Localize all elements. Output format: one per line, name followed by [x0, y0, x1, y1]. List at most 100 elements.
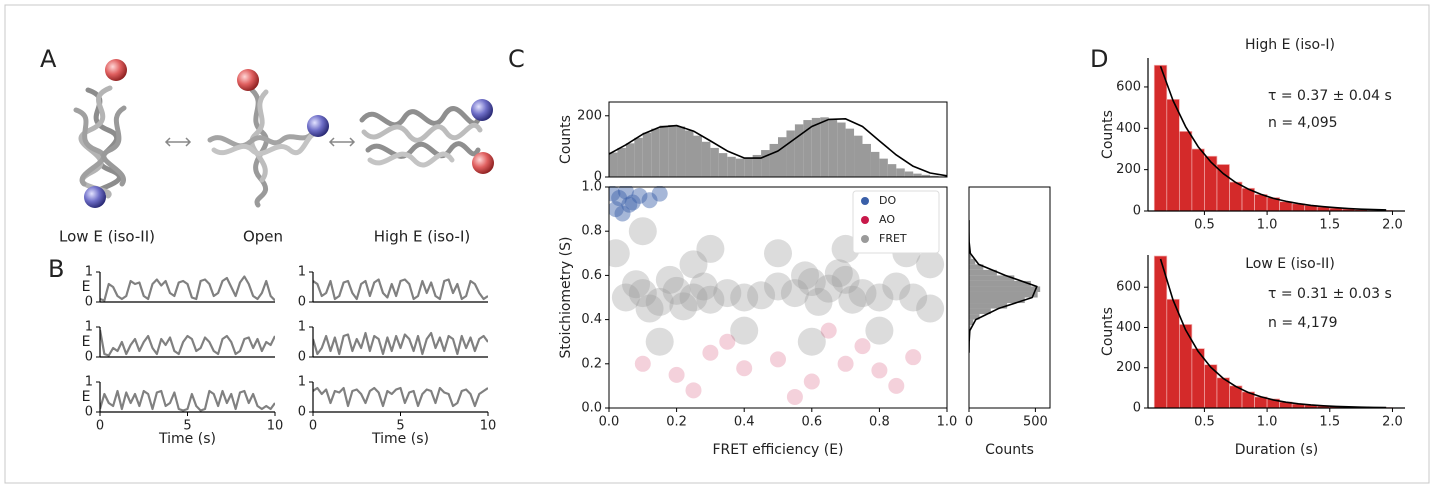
- point: [689, 272, 718, 301]
- point: [786, 388, 803, 405]
- donor-dye: [307, 115, 329, 137]
- bar: [913, 173, 922, 177]
- legend-marker: [861, 197, 869, 205]
- point: [831, 265, 860, 294]
- bar: [969, 308, 991, 315]
- y-tick-label: 1: [298, 265, 306, 280]
- point: [747, 281, 776, 310]
- y-tick-label: 0: [1133, 401, 1141, 416]
- y-tick-label: 200: [577, 108, 602, 123]
- point: [609, 239, 630, 268]
- bar: [969, 325, 971, 331]
- plot-area: [969, 220, 1041, 353]
- acceptor-dye: [237, 69, 259, 91]
- bar: [609, 152, 618, 177]
- y-tick-label: 1: [85, 265, 93, 280]
- point: [899, 283, 928, 312]
- x-tick-label: 0.5: [1194, 218, 1215, 233]
- y-tick-label: 1: [85, 375, 93, 390]
- y-axis-label: Counts: [558, 115, 574, 164]
- y-tick-label: 0.4: [581, 312, 602, 327]
- bar: [651, 128, 660, 177]
- y-tick-label: 200: [1116, 162, 1141, 177]
- y-axis-label: Stoichiometry (S): [558, 237, 574, 359]
- point: [882, 272, 911, 301]
- state-label: High E (iso-I): [374, 228, 470, 246]
- molecule-high-e: [359, 106, 483, 168]
- x-tick-label: 0.4: [734, 415, 755, 430]
- bar: [1216, 164, 1230, 211]
- point: [611, 283, 640, 312]
- x-tick-label: 500: [1023, 415, 1048, 430]
- y-tick-label: 0: [85, 295, 93, 310]
- axes-frame: [968, 186, 1051, 409]
- bar: [1279, 201, 1293, 211]
- point: [621, 196, 638, 213]
- point: [641, 192, 658, 209]
- x-tick-label: 0.5: [1194, 415, 1215, 430]
- chart: 0 1E: [82, 320, 275, 365]
- x-tick-label: 1.0: [1257, 415, 1278, 430]
- trace: [100, 275, 275, 302]
- trace: [100, 329, 275, 357]
- x-tick-label: 5: [183, 419, 191, 434]
- donor-dye: [471, 99, 493, 121]
- bar: [969, 286, 1041, 292]
- y-tick-label: 0: [298, 405, 306, 420]
- y-tick-label: 0: [298, 350, 306, 365]
- x-tick-label: 1.5: [1319, 218, 1340, 233]
- point: [634, 355, 651, 372]
- bar: [1153, 255, 1168, 408]
- y-tick-label: 0: [594, 170, 602, 185]
- chart: DO AO FRET 0.0 0.2 0.4 0.6 0.8 1.0 0.0 0.2 0.4 0.6 0.…: [558, 180, 957, 459]
- y-axis-label: E: [82, 389, 91, 405]
- bar: [710, 147, 719, 177]
- fit-line: [1159, 65, 1387, 211]
- point: [905, 349, 922, 366]
- y-tick-label: 400: [1116, 121, 1141, 136]
- trace: [313, 331, 488, 356]
- x-axis-label: FRET efficiency (E): [712, 442, 843, 458]
- bar: [969, 269, 997, 276]
- point: [820, 322, 837, 339]
- point: [814, 274, 843, 303]
- y-tick-label: 600: [1116, 280, 1141, 295]
- point: [702, 344, 719, 361]
- annotation: τ = 0.31 ± 0.03 s: [1268, 286, 1392, 302]
- bar: [930, 175, 939, 177]
- y-tick-label: 0.6: [581, 268, 602, 283]
- bar: [617, 147, 626, 177]
- point: [764, 239, 792, 268]
- x-axis-label: Time (s): [158, 431, 216, 447]
- point: [628, 279, 657, 308]
- plot-area: [313, 331, 488, 356]
- trace: [313, 278, 488, 301]
- bar: [1229, 181, 1243, 211]
- point: [609, 186, 621, 202]
- x-axis-label: Duration (s): [1235, 442, 1318, 458]
- plot-area: [313, 386, 488, 408]
- point: [614, 205, 631, 222]
- bar: [969, 303, 1008, 309]
- molecule-open: [207, 87, 321, 208]
- point: [628, 217, 657, 246]
- bar: [969, 253, 972, 259]
- bar: [1166, 99, 1180, 211]
- annotation: n = 4,179: [1268, 315, 1338, 331]
- y-tick-label: 0: [298, 295, 306, 310]
- y-tick-label: 600: [1116, 79, 1141, 94]
- point: [803, 373, 820, 390]
- fit-line: [1159, 258, 1387, 408]
- plot-area: [100, 389, 275, 412]
- point: [871, 362, 888, 379]
- trace: [100, 389, 275, 412]
- chart: 01: [298, 265, 488, 310]
- point: [668, 366, 685, 383]
- equilibrium-arrow: [164, 137, 356, 147]
- bar: [744, 158, 753, 177]
- x-tick-label: 2.0: [1382, 415, 1403, 430]
- point: [854, 338, 871, 355]
- plot-area: [100, 275, 275, 302]
